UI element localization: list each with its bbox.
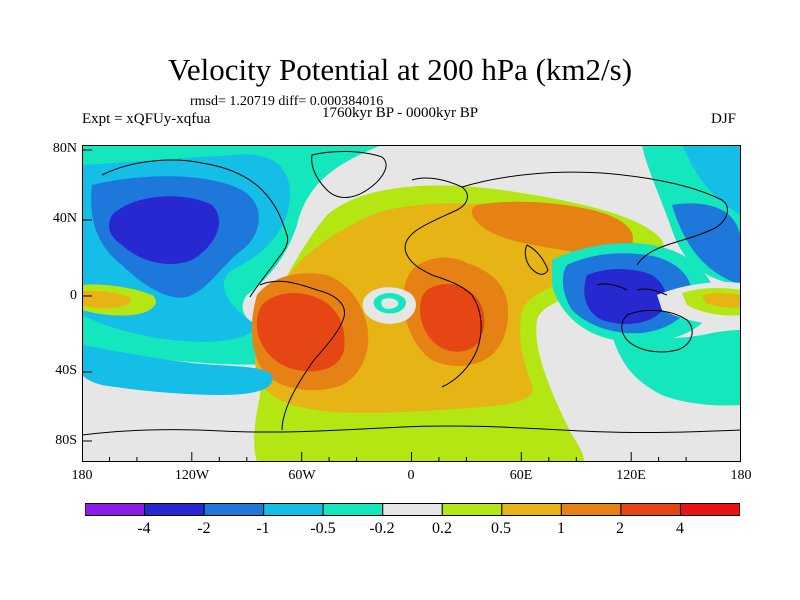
positive-tongue-west-core [82, 290, 132, 309]
colorbar-label-2: -2 [197, 520, 211, 537]
negative-region-northeast-inner [682, 145, 741, 215]
lon-label-120e: 120E [616, 468, 646, 483]
colorbar-box [85, 503, 146, 516]
stats-text: rmsd= 1.20719 diff= 0.000384016 [190, 94, 384, 109]
colorbar-box [441, 503, 503, 516]
colorbar-label-5: -0.2 [369, 520, 395, 537]
lon-label-60w: 60W [288, 468, 316, 483]
lat-label-80n: 80N [52, 141, 77, 156]
experiment-label: Expt = xQFUy-xqfua [82, 111, 211, 127]
map-frame [82, 145, 741, 462]
lon-label-120w: 120W [174, 468, 210, 483]
negative-region-southeast [612, 330, 741, 406]
colorbar-box [263, 503, 324, 516]
colorbar-box [382, 503, 443, 516]
negative-region-northeast-blue [672, 203, 741, 285]
negative-region-indonesia-core [584, 269, 666, 325]
coast-south-america [259, 280, 346, 431]
coast-asia [461, 171, 728, 266]
colorbar-box [679, 503, 740, 516]
coastlines [82, 150, 741, 436]
colorbar [85, 503, 740, 516]
colorbar-label-1: -4 [137, 520, 151, 537]
colorbar-label-8: 1 [557, 520, 565, 537]
colorbar-box [620, 503, 681, 516]
lat-label-0: 0 [70, 288, 77, 303]
negative-region-pacific-core [109, 196, 220, 265]
coast-north-america [101, 159, 289, 298]
lat-label-40s: 40S [55, 363, 77, 378]
coast-australia [621, 310, 693, 353]
lon-label-180e: 180 [730, 468, 752, 483]
colorbar-box [501, 503, 562, 516]
colorbar-box [322, 503, 384, 516]
season-label: DJF [711, 111, 737, 127]
coast-indonesia [596, 283, 668, 296]
colorbar-label-6: 0.2 [432, 520, 452, 537]
coast-india [524, 244, 549, 275]
major-ticks [82, 149, 632, 462]
positive-region-red-sa [256, 293, 345, 372]
lon-label-180w: 180 [71, 468, 93, 483]
colorbar-label-9: 2 [616, 520, 624, 537]
lat-label-80s: 80S [55, 433, 77, 448]
colorbar-box [560, 503, 622, 516]
negative-region-south [82, 345, 273, 395]
coast-greenland [311, 150, 387, 198]
colorbar-box [203, 503, 265, 516]
colorbar-label-7: 0.5 [491, 520, 511, 537]
colorbar-label-4: -0.5 [310, 520, 336, 537]
lat-label-40n: 40N [52, 211, 77, 226]
lon-label-0: 0 [407, 468, 415, 483]
map-title: Velocity Potential at 200 hPa (km2/s) [167, 52, 633, 87]
positive-region-red-af [420, 283, 485, 352]
colorbar-label-3: -1 [256, 520, 270, 537]
coast-antarctica [82, 425, 741, 436]
velocity-potential-map [82, 145, 741, 462]
positive-tongue-east-core [702, 293, 741, 308]
colorbar-label-10: 4 [676, 520, 684, 537]
slight-positive-hole-core [381, 298, 399, 309]
colorbar-box [144, 503, 205, 516]
lon-label-60e: 60E [509, 468, 533, 483]
coast-europe-africa [404, 177, 482, 388]
positive-region-orange-north [471, 201, 633, 254]
period-label: 1760kyr BP - 0000kyr BP [322, 105, 479, 121]
